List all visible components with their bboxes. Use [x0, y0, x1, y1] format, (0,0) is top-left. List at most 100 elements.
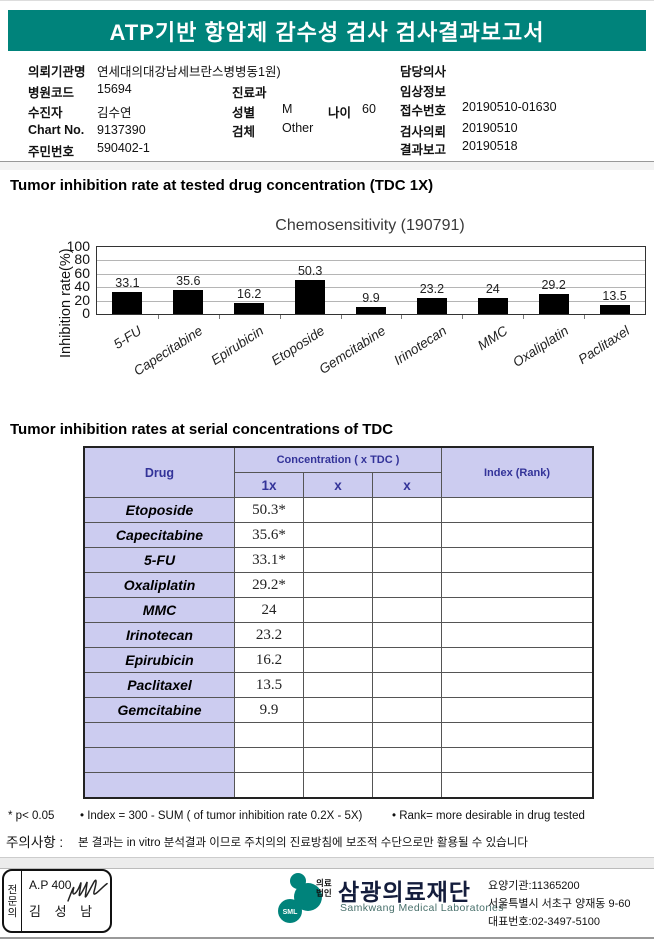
stamp-code: A.P 400 [29, 878, 72, 892]
stamp-doctor-name: 김 성 남 [29, 904, 98, 919]
value-cell [441, 497, 594, 523]
chart-plot-area: 33.1 35.6 16.2 50.3 9.9 23.2 24 29.2 13.5 [96, 246, 646, 319]
section2-title: Tumor inhibition rates at serial concent… [10, 421, 394, 438]
x-tick-mark [340, 315, 342, 319]
y-tick-label: 60 [74, 264, 90, 281]
table-row [83, 772, 594, 799]
value-cell [303, 572, 373, 598]
value-cell [372, 697, 442, 723]
x-category-label: Gemcitabine [316, 323, 389, 377]
section1-title: Tumor inhibition rate at tested drug con… [10, 177, 434, 194]
footer-divider [0, 857, 654, 869]
caution-text: 본 결과는 in vitro 분석결과 이므로 주치의의 진료방침에 보조적 수… [78, 837, 528, 849]
drug-cell [83, 722, 235, 748]
drug-cell [83, 747, 235, 773]
value-cell: 29.2* [234, 572, 304, 598]
bar-value-label: 33.1 [115, 275, 140, 290]
value-cell [234, 772, 304, 799]
value-cell [441, 697, 594, 723]
x-category-label: Paclitaxel [575, 323, 632, 368]
sex-value: M [282, 102, 293, 116]
x-tick-mark [157, 315, 159, 319]
value-cell [372, 672, 442, 698]
doctor-stamp-box: 전문의 A.P 400 김 성 남 [2, 869, 112, 933]
bar-value-label: 29.2 [541, 278, 566, 293]
footer-phone: 대표번호:02-3497-5100 [488, 916, 601, 928]
bar-value-label: 16.2 [237, 287, 262, 302]
value-cell [303, 497, 373, 523]
value-cell [303, 772, 373, 799]
gridline [97, 273, 645, 275]
table-row: MMC 24 [83, 597, 594, 623]
chart-title: Chemosensitivity (190791) [275, 217, 465, 234]
org-name-value: 연세대의대강남세브란스병병동1원) [97, 65, 281, 79]
department-label: 진료과 [232, 86, 267, 100]
table-row [83, 747, 594, 773]
table-row: Epirubicin 16.2 [83, 647, 594, 673]
specimen-value: Other [282, 121, 314, 135]
org-type-line1: 의료 [316, 878, 332, 888]
bar-value-label: 9.9 [362, 291, 380, 306]
x-tick-mark [401, 315, 403, 319]
drug-cell [83, 772, 235, 799]
order-date-value: 20190510 [462, 121, 518, 135]
drug-cell: Epirubicin [83, 647, 235, 673]
table-row: 5-FU 33.1* [83, 547, 594, 573]
x-tick-mark [523, 315, 525, 319]
value-cell [372, 647, 442, 673]
gridline [97, 300, 645, 302]
value-cell [372, 622, 442, 648]
value-cell [303, 597, 373, 623]
stamp-main: A.P 400 김 성 남 [22, 871, 110, 931]
col-header-index: Index (Rank) [441, 446, 594, 498]
receipt-no-value: 20190510-01630 [462, 100, 557, 114]
chart-bar [416, 298, 447, 314]
footer-registration: 요양기관:11365200 [488, 880, 580, 892]
bar-value-label: 24 [485, 281, 500, 296]
value-cell [372, 572, 442, 598]
value-cell [303, 697, 373, 723]
signature-icon [67, 879, 108, 902]
x-category-label: Irinotecan [391, 323, 450, 368]
value-cell [441, 722, 594, 748]
x-category-label: MMC [474, 323, 510, 354]
value-cell [441, 772, 594, 799]
value-cell [372, 547, 442, 573]
table-row: Capecitabine 35.6* [83, 522, 594, 548]
value-cell [303, 747, 373, 773]
tdc-table-wrap: Drug Concentration ( x TDC ) Index (Rank… [83, 446, 594, 799]
chart-bar [112, 291, 143, 314]
value-cell [441, 747, 594, 773]
x-category-label: Capecitabine [131, 323, 206, 379]
col-header-drug: Drug [83, 446, 235, 498]
value-cell [441, 647, 594, 673]
caution-label: 주의사항 : [6, 835, 64, 850]
chart-bar [538, 294, 569, 314]
x-tick-mark [279, 315, 281, 319]
footnote-pvalue: * p< 0.05 [8, 810, 55, 822]
value-cell [372, 522, 442, 548]
value-cell [441, 547, 594, 573]
order-date-label: 검사의뢰 [400, 125, 447, 139]
value-cell [441, 622, 594, 648]
chart-bar [599, 304, 630, 314]
col-header-x3: x [372, 472, 442, 498]
value-cell: 33.1* [234, 547, 304, 573]
x-category-label: Oxaliplatin [509, 323, 571, 370]
section-divider [0, 161, 654, 170]
value-cell: 23.2 [234, 622, 304, 648]
value-cell [303, 672, 373, 698]
company-name-en: Samkwang Medical Laboratories [340, 902, 504, 914]
x-tick-mark [584, 315, 586, 319]
gridline [97, 287, 645, 289]
col-header-1x: 1x [234, 472, 304, 498]
chart-no-label: Chart No. [28, 123, 85, 137]
x-tick-mark [218, 315, 220, 319]
chart-bar [295, 280, 326, 314]
value-cell [234, 747, 304, 773]
x-tick-mark [462, 315, 464, 319]
value-cell: 16.2 [234, 647, 304, 673]
drug-cell: Etoposide [83, 497, 235, 523]
chart-no-value: 9137390 [97, 123, 146, 137]
value-cell [441, 572, 594, 598]
